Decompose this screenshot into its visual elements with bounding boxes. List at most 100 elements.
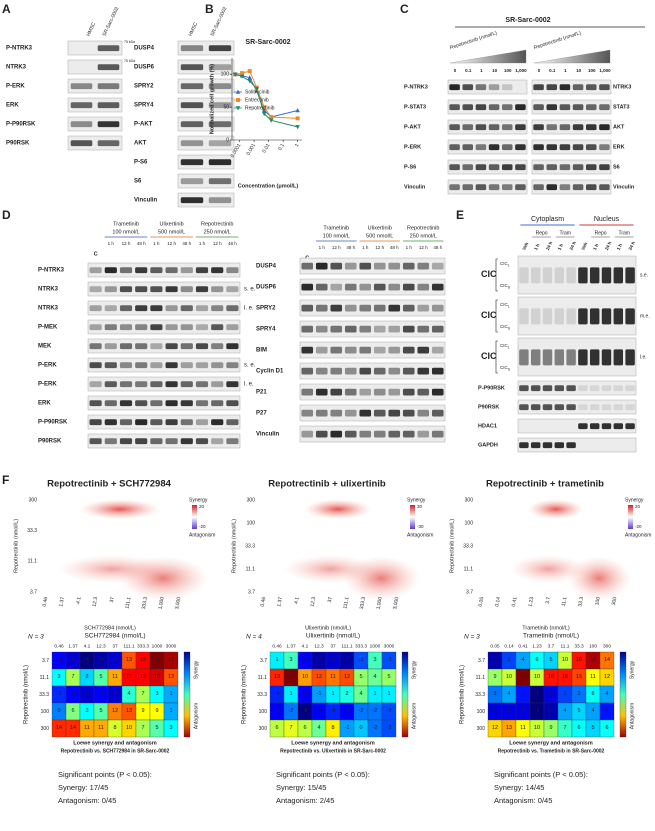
band bbox=[388, 367, 401, 375]
band bbox=[515, 184, 526, 191]
dose-wedge bbox=[533, 49, 611, 64]
blot bbox=[447, 159, 528, 175]
y-axis-label: Repotrectinib (nmol/L) bbox=[231, 519, 237, 573]
band bbox=[585, 104, 597, 111]
heat-col-label: 3000 bbox=[384, 643, 395, 649]
x-tick-label: 1.37 bbox=[58, 596, 66, 607]
significance-text: Antagonism: 0/45 bbox=[58, 796, 116, 805]
heat-value: -2 bbox=[373, 708, 378, 714]
x-tick-label: 0.01 bbox=[261, 142, 271, 154]
blot bbox=[447, 119, 528, 135]
band bbox=[211, 286, 224, 293]
heat-value: 16 bbox=[154, 674, 160, 680]
band bbox=[431, 283, 444, 291]
significance-text: Significant points (P < 0.05): bbox=[276, 770, 370, 779]
lane-label: 1 h bbox=[592, 243, 599, 251]
row-label: P-NTRK3 bbox=[38, 268, 65, 274]
band bbox=[589, 404, 600, 411]
x-tick-label: 0.46 bbox=[260, 596, 268, 607]
band bbox=[344, 409, 357, 417]
heat-col-label: 11.1 bbox=[561, 643, 570, 649]
lane-label: Veh bbox=[521, 241, 529, 251]
x-tick-label: 37 bbox=[109, 596, 116, 603]
band bbox=[542, 349, 553, 366]
heat-row-label: 100 bbox=[41, 709, 50, 715]
band bbox=[601, 267, 612, 284]
heat-value: 9 bbox=[155, 708, 158, 714]
heat-value: 4 bbox=[591, 708, 594, 714]
row-label: S6 bbox=[134, 179, 142, 185]
band bbox=[226, 324, 239, 331]
heat-row-label: 33.3 bbox=[257, 692, 267, 698]
heat-value: -1 bbox=[549, 708, 554, 714]
heat-value: 3 bbox=[577, 691, 580, 697]
cic-name: CIC bbox=[500, 261, 509, 266]
x-tick-label: 33.3 bbox=[577, 596, 585, 607]
heat-value: 7 bbox=[141, 691, 144, 697]
band bbox=[104, 267, 117, 274]
lane-label: 1 h bbox=[616, 243, 623, 251]
band bbox=[315, 409, 328, 417]
heat-value: 5 bbox=[387, 674, 390, 680]
heat-col-label: 3000 bbox=[166, 643, 177, 649]
band bbox=[388, 262, 401, 270]
lane-header: HMSC bbox=[86, 21, 98, 37]
heat-footer: Loewe synergy and antagonism bbox=[509, 740, 593, 746]
band bbox=[599, 124, 610, 131]
heat-row-label: 300 bbox=[41, 726, 50, 732]
band bbox=[104, 324, 117, 331]
heat-row-label: 3.7 bbox=[260, 658, 267, 664]
lane-header: HMSC bbox=[188, 21, 200, 37]
blot bbox=[531, 159, 612, 175]
heat-value: 6 bbox=[591, 691, 594, 697]
band bbox=[119, 362, 133, 369]
cic-form: CICS bbox=[500, 324, 511, 330]
band bbox=[542, 267, 553, 284]
band bbox=[359, 388, 372, 396]
band bbox=[208, 140, 232, 147]
band bbox=[344, 325, 357, 333]
band bbox=[585, 124, 597, 131]
band bbox=[315, 262, 328, 270]
x-tick-label: 12.3 bbox=[92, 596, 100, 607]
colorbar bbox=[401, 651, 409, 738]
band bbox=[330, 325, 343, 333]
heat-value: 10 bbox=[534, 725, 540, 731]
band bbox=[89, 267, 102, 274]
band bbox=[301, 409, 314, 417]
band bbox=[226, 286, 239, 293]
exposure-note: l. e. bbox=[244, 306, 254, 312]
band bbox=[613, 423, 624, 430]
heat-value: -5 bbox=[317, 708, 322, 714]
heat-value: 12 bbox=[604, 674, 610, 680]
heat-col-label: 300 bbox=[603, 643, 611, 649]
row-label: P90RSK bbox=[478, 404, 499, 410]
heat-col-label: 0.46 bbox=[54, 643, 64, 649]
x-axis-label: SCH772984 (nmol/L) bbox=[84, 625, 136, 631]
band bbox=[559, 164, 571, 171]
band bbox=[417, 430, 430, 438]
blot bbox=[87, 376, 241, 392]
band bbox=[330, 346, 343, 354]
time-label: 12 h bbox=[122, 241, 131, 246]
blot bbox=[531, 139, 612, 155]
heat-value: -2 bbox=[359, 708, 364, 714]
band bbox=[150, 324, 163, 331]
band bbox=[150, 438, 163, 445]
band bbox=[402, 325, 415, 333]
band bbox=[542, 404, 553, 411]
panel-letter: D bbox=[2, 208, 11, 222]
x-axis-label: Ulixertinib (nmol/L) bbox=[305, 625, 351, 631]
band bbox=[97, 45, 120, 52]
band bbox=[89, 305, 102, 312]
heat-value: 2 bbox=[85, 674, 88, 680]
y-tick-label: 50 bbox=[223, 105, 229, 111]
heat-value: 10 bbox=[302, 674, 308, 680]
n-label: N = 3 bbox=[28, 634, 44, 641]
band bbox=[195, 362, 209, 369]
heat-row-label: 300 bbox=[259, 726, 268, 732]
heat-value: 4 bbox=[605, 691, 608, 697]
band bbox=[301, 262, 314, 270]
y-tick-label: 0 bbox=[226, 137, 229, 143]
heat-col-label: 1.23 bbox=[532, 643, 542, 649]
